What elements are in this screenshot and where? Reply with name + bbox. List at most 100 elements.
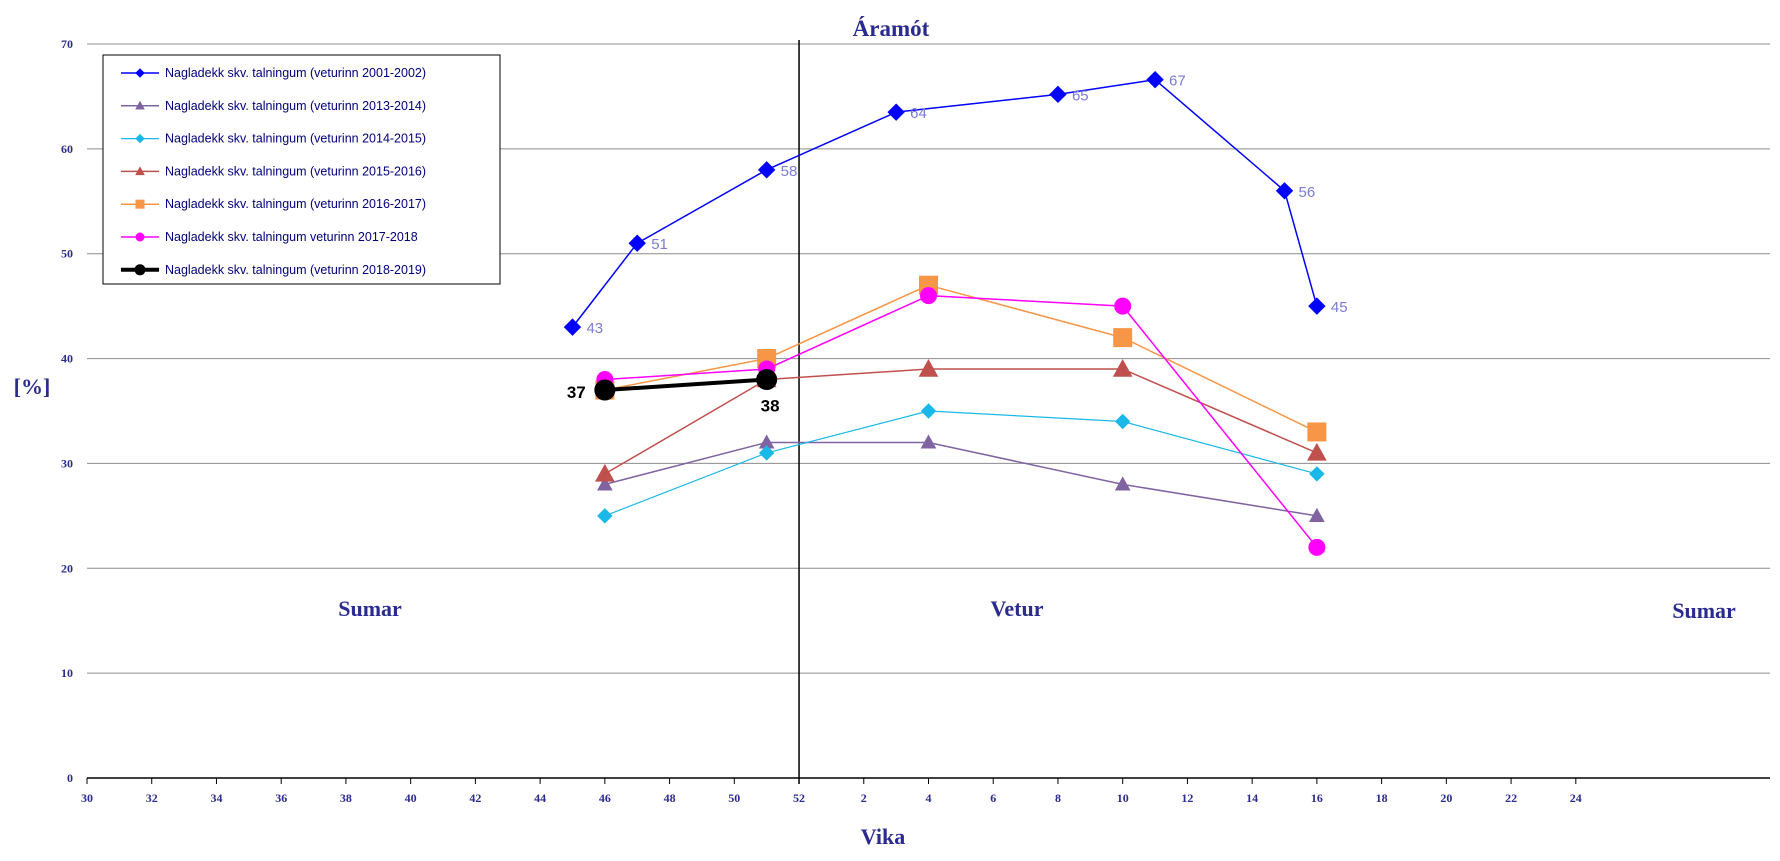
series-line [604, 294, 1318, 548]
series-6: 37 38 [567, 369, 780, 416]
data-point [135, 232, 145, 242]
data-label: 45 [1331, 299, 1348, 316]
x-tick-label: 38 [340, 791, 352, 805]
data-point [1049, 85, 1067, 104]
y-tick-label: 20 [61, 561, 73, 575]
x-tick-label: 44 [534, 791, 546, 805]
data-label: 43 [586, 320, 603, 337]
data-label: 37 [567, 383, 586, 402]
data-label: 56 [1299, 184, 1316, 201]
x-tick-label: 32 [146, 791, 158, 805]
legend-entry-1: Nagladekk skv. talningum (veturinn 2013-… [121, 99, 426, 113]
x-tick-label: 50 [728, 791, 740, 805]
series-line [604, 441, 1318, 517]
data-point [1112, 359, 1133, 377]
x-tick-label: 12 [1181, 791, 1193, 805]
x-tick-label: 52 [793, 791, 805, 805]
data-point [1114, 476, 1131, 491]
legend-entry-0: Nagladekk skv. talningum (veturinn 2001-… [121, 66, 426, 80]
data-point [135, 166, 145, 176]
legend-entry-2: Nagladekk skv. talningum (veturinn 2014-… [121, 132, 426, 146]
x-tick-label: 10 [1117, 791, 1129, 805]
x-tick-label: 16 [1311, 791, 1323, 805]
data-point [1307, 442, 1327, 461]
x-tick-label: 2 [861, 791, 867, 805]
x-tick-label: 46 [599, 791, 611, 805]
legend-entry-5: Nagladekk skv. talningum veturinn 2017-2… [121, 230, 418, 244]
data-point [1308, 538, 1326, 556]
data-point [756, 369, 778, 391]
x-tick-label: 8 [1055, 791, 1061, 805]
legend-entry-4: Nagladekk skv. talningum (veturinn 2016-… [121, 197, 426, 211]
data-point [920, 434, 937, 449]
data-point [1114, 297, 1132, 315]
legend-entry-6: Nagladekk skv. talningum (veturinn 2018-… [121, 263, 426, 277]
x-tick-label: 36 [275, 791, 287, 805]
data-point [1308, 297, 1326, 315]
season-label-winter: Vetur [991, 596, 1044, 621]
x-tick-label: 42 [469, 791, 481, 805]
series-5 [596, 287, 1326, 556]
data-point [918, 359, 939, 377]
data-point [135, 100, 145, 110]
series-line [571, 78, 1318, 328]
data-point [594, 463, 615, 482]
chart-title: Áramót [853, 16, 930, 41]
data-point [596, 476, 613, 491]
data-point [758, 445, 775, 461]
x-tick-label: 40 [405, 791, 417, 805]
legend-label: Nagladekk skv. talningum (veturinn 2015-… [165, 164, 426, 178]
data-label: 65 [1072, 87, 1089, 104]
x-tick-label: 4 [926, 791, 932, 805]
data-point [1309, 466, 1325, 482]
data-point [920, 287, 937, 305]
y-axis-label: [%] [14, 374, 51, 399]
series-line [604, 377, 767, 393]
season-label-summer-left: Sumar [338, 596, 402, 621]
x-tick-label: 24 [1570, 791, 1582, 805]
data-point [597, 508, 613, 524]
y-tick-label: 0 [67, 771, 73, 785]
y-tick-label: 10 [61, 666, 73, 680]
y-tick-label: 60 [61, 142, 73, 156]
data-label: 67 [1169, 73, 1186, 90]
legend-label: Nagladekk skv. talningum veturinn 2017-2… [165, 230, 418, 244]
legend-entry-3: Nagladekk skv. talningum (veturinn 2015-… [121, 164, 426, 178]
y-tick-label: 30 [61, 456, 73, 470]
legend-label: Nagladekk skv. talningum (veturinn 2001-… [165, 66, 426, 80]
legend-label: Nagladekk skv. talningum (veturinn 2018-… [165, 263, 426, 277]
x-tick-label: 30 [81, 791, 93, 805]
x-tick-label: 6 [990, 791, 996, 805]
series-2 [597, 403, 1325, 524]
data-point [135, 68, 145, 78]
x-tick-label: 18 [1376, 791, 1388, 805]
x-tick-label: 34 [210, 791, 222, 805]
season-label-summer-right: Sumar [1672, 598, 1736, 623]
series-1 [596, 434, 1325, 522]
x-tick-label: 22 [1505, 791, 1517, 805]
legend-box [102, 54, 501, 285]
data-point [1307, 422, 1327, 442]
legend: Nagladekk skv. talningum (veturinn 2001-… [102, 54, 501, 285]
data-point [1146, 70, 1164, 89]
data-point [920, 403, 937, 419]
x-axis-label: Vika [861, 824, 905, 849]
data-point [1309, 507, 1325, 522]
data-point [1114, 413, 1131, 430]
series-0: 43 51 58 64 65 67 56 45 [563, 70, 1348, 337]
legend-label: Nagladekk skv. talningum (veturinn 2016-… [165, 197, 426, 211]
series-group: 43 51 58 64 65 67 56 45 37 38 [563, 70, 1348, 556]
data-point [135, 199, 145, 209]
data-point [563, 318, 582, 336]
x-tick-label: 14 [1246, 791, 1258, 805]
y-tick-label: 50 [61, 247, 73, 261]
data-point [757, 161, 776, 179]
y-tick-label: 70 [61, 37, 73, 51]
data-point [1113, 328, 1133, 348]
data-label: 64 [910, 105, 927, 122]
data-label: 38 [761, 397, 780, 416]
x-tick-label: 20 [1440, 791, 1452, 805]
